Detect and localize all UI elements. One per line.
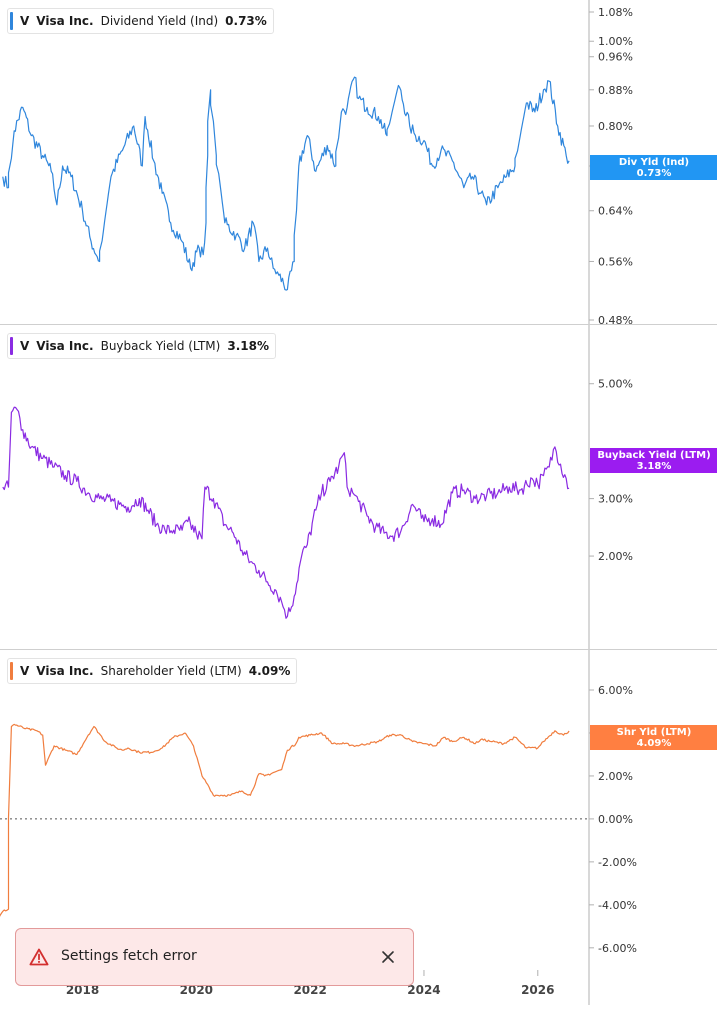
series-line-1 [2, 406, 570, 619]
y-tick-label: 5.00% [598, 378, 633, 391]
legend-company: Visa Inc. [36, 14, 94, 28]
y-tick-label: 0.80% [598, 120, 633, 133]
y-tick-label: 0.48% [598, 314, 633, 327]
y-tick-label: 6.00% [598, 684, 633, 697]
x-tick-label: 2022 [293, 983, 326, 997]
legend-value: 4.09% [248, 664, 291, 678]
value-badge-value: 0.73% [637, 168, 672, 179]
warning-triangle-icon [29, 948, 49, 966]
legend-value: 0.73% [225, 14, 267, 28]
y-tick-label: 0.88% [598, 84, 633, 97]
value-badge-value: 4.09% [637, 738, 672, 749]
y-tick-label: 3.00% [598, 493, 633, 506]
legend-company: Visa Inc. [36, 664, 94, 678]
legend-buyback-yield[interactable]: V Visa Inc. Buyback Yield (LTM) 3.18% [7, 333, 276, 359]
x-tick-label: 2026 [521, 983, 554, 997]
legend-metric: Shareholder Yield (LTM) [100, 664, 242, 678]
series-color-swatch [10, 12, 13, 30]
y-tick-label: -4.00% [598, 899, 637, 912]
value-badge-value: 3.18% [637, 461, 672, 472]
value-badge-label: Div Yld (Ind) [619, 157, 689, 168]
legend-company: Visa Inc. [36, 339, 94, 353]
legend-value: 3.18% [227, 339, 269, 353]
close-icon[interactable] [379, 948, 397, 966]
legend-ticker: V [20, 14, 30, 28]
value-badge [590, 725, 717, 750]
y-tick-label: 1.00% [598, 35, 633, 48]
y-tick-label: -6.00% [598, 942, 637, 955]
legend-ticker: V [20, 664, 30, 678]
series-line-0 [2, 76, 570, 291]
legend-metric: Dividend Yield (Ind) [100, 14, 219, 28]
y-tick-label: 0.00% [598, 813, 633, 826]
x-tick-label: 2024 [407, 983, 440, 997]
value-badge-label: Buyback Yield (LTM) [597, 450, 710, 461]
y-tick-label: 0.96% [598, 51, 633, 64]
toast-message: Settings fetch error [61, 948, 197, 964]
y-tick-label: -2.00% [598, 856, 637, 869]
y-tick-label: 0.56% [598, 255, 633, 268]
legend-ticker: V [20, 339, 30, 353]
error-toast: Settings fetch error [15, 928, 414, 986]
y-tick-label: 0.64% [598, 205, 633, 218]
y-tick-label: 2.00% [598, 770, 633, 783]
x-tick-label: 2018 [66, 983, 99, 997]
y-tick-label: 2.00% [598, 550, 633, 563]
legend-dividend-yield[interactable]: V Visa Inc. Dividend Yield (Ind) 0.73% [7, 8, 274, 34]
value-badge [590, 448, 717, 473]
x-tick-label: 2020 [180, 983, 213, 997]
series-color-swatch [10, 662, 13, 680]
y-tick-label: 1.08% [598, 6, 633, 19]
series-line-2 [0, 723, 570, 917]
value-badge [590, 155, 717, 180]
value-badge-label: Shr Yld (LTM) [617, 727, 692, 738]
series-color-swatch [10, 337, 13, 355]
legend-metric: Buyback Yield (LTM) [100, 339, 221, 353]
legend-shareholder-yield[interactable]: V Visa Inc. Shareholder Yield (LTM) 4.09… [7, 658, 298, 684]
